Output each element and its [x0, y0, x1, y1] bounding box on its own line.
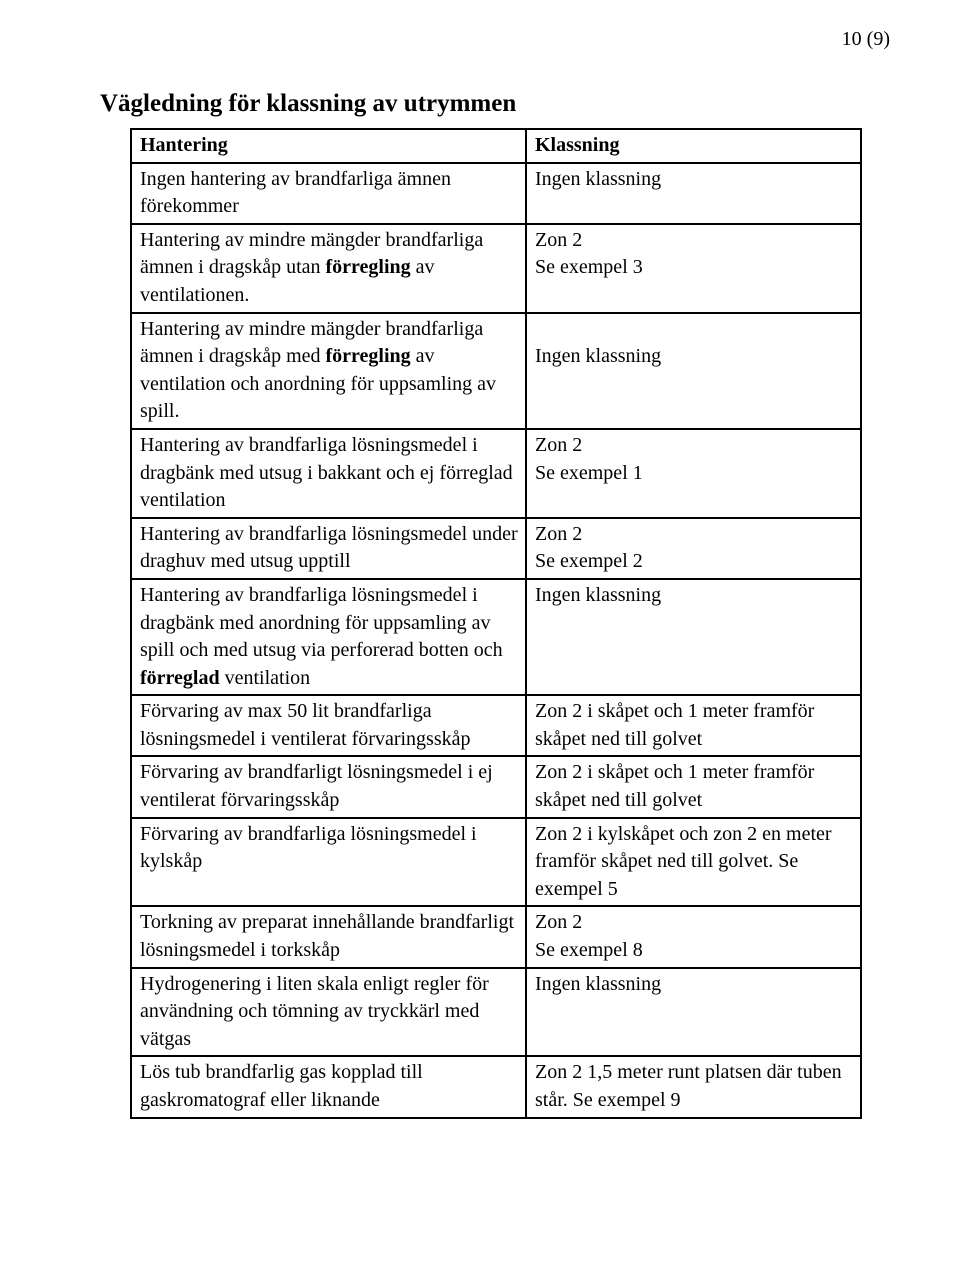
table-cell: Ingen klassning	[526, 579, 861, 695]
table-cell: Zon 2 i skåpet och 1 meter framför skåpe…	[526, 756, 861, 817]
table-row: Hantering av mindre mängder brandfarliga…	[131, 313, 861, 429]
classification-table: Hantering Klassning Ingen hantering av b…	[130, 128, 862, 1119]
table-cell: Hantering av mindre mängder brandfarliga…	[131, 224, 526, 313]
table-cell: Förvaring av brandfarliga lösningsmedel …	[131, 818, 526, 907]
table-cell: Ingen klassning	[526, 313, 861, 429]
table-row: Torkning av preparat innehållande brandf…	[131, 906, 861, 967]
table-cell: Zon 2Se exempel 1	[526, 429, 861, 518]
table-cell: Zon 2Se exempel 8	[526, 906, 861, 967]
table-row: Hantering av brandfarliga lösningsmedel …	[131, 429, 861, 518]
table-row: Hydrogenering i liten skala enligt regle…	[131, 968, 861, 1057]
table-cell: Ingen hantering av brandfarliga ämnen fö…	[131, 163, 526, 224]
table-row: Lös tub brandfarlig gas kopplad till gas…	[131, 1056, 861, 1117]
table-cell: Zon 2 i kylskåpet och zon 2 en meter fra…	[526, 818, 861, 907]
table-cell: Hydrogenering i liten skala enligt regle…	[131, 968, 526, 1057]
table-cell: Torkning av preparat innehållande brandf…	[131, 906, 526, 967]
table-cell: Hantering av mindre mängder brandfarliga…	[131, 313, 526, 429]
bold-text: förregling	[326, 345, 411, 367]
table-cell: Zon 2Se exempel 3	[526, 224, 861, 313]
table-row: Förvaring av brandfarligt lösningsmedel …	[131, 756, 861, 817]
table-row: Hantering av brandfarliga lösningsmedel …	[131, 518, 861, 579]
table-row: Hantering av brandfarliga lösningsmedel …	[131, 579, 861, 695]
table-header-row: Hantering Klassning	[131, 129, 861, 163]
table-row: Hantering av mindre mängder brandfarliga…	[131, 224, 861, 313]
table-header-hantering: Hantering	[131, 129, 526, 163]
table-cell: Ingen klassning	[526, 163, 861, 224]
table-header-klassning: Klassning	[526, 129, 861, 163]
table-row: Förvaring av max 50 lit brandfarliga lös…	[131, 695, 861, 756]
table-cell: Hantering av brandfarliga lösningsmedel …	[131, 429, 526, 518]
table-cell: Hantering av brandfarliga lösningsmedel …	[131, 518, 526, 579]
table-row: Ingen hantering av brandfarliga ämnen fö…	[131, 163, 861, 224]
table-cell: Hantering av brandfarliga lösningsmedel …	[131, 579, 526, 695]
table-cell: Zon 2 i skåpet och 1 meter framför skåpe…	[526, 695, 861, 756]
bold-text: förregling	[326, 256, 411, 278]
table-cell: Zon 2Se exempel 2	[526, 518, 861, 579]
table-cell: Förvaring av max 50 lit brandfarliga lös…	[131, 695, 526, 756]
table-cell: Lös tub brandfarlig gas kopplad till gas…	[131, 1056, 526, 1117]
page: 10 (9) Vägledning för klassning av utrym…	[0, 0, 960, 1284]
page-title: Vägledning för klassning av utrymmen	[100, 90, 860, 118]
table-cell: Ingen klassning	[526, 968, 861, 1057]
table-cell: Förvaring av brandfarligt lösningsmedel …	[131, 756, 526, 817]
table-body: Ingen hantering av brandfarliga ämnen fö…	[131, 163, 861, 1118]
bold-text: förreglad	[140, 667, 220, 689]
page-number: 10 (9)	[842, 28, 890, 51]
table-row: Förvaring av brandfarliga lösningsmedel …	[131, 818, 861, 907]
table-cell: Zon 2 1,5 meter runt platsen där tuben s…	[526, 1056, 861, 1117]
